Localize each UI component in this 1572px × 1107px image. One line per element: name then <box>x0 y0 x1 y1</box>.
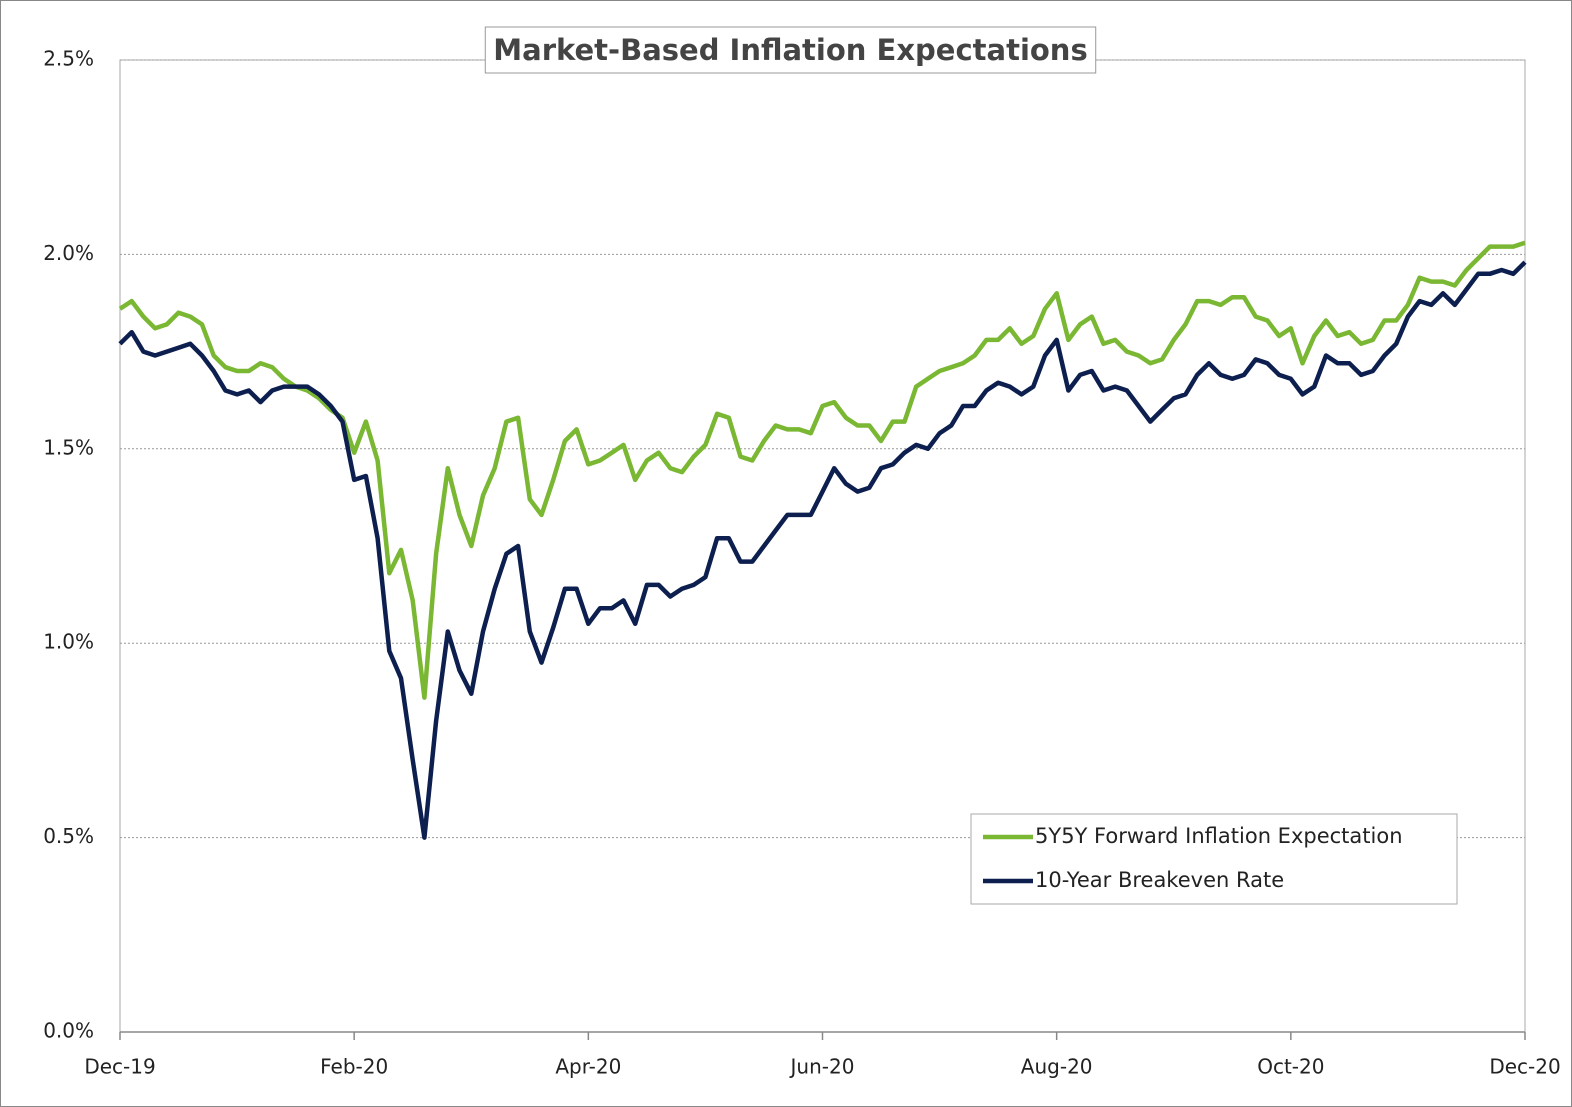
x-tick-label: Jun-20 <box>789 1055 855 1079</box>
x-tick-label: Dec-20 <box>1489 1055 1560 1079</box>
y-tick-label: 2.5% <box>43 47 94 71</box>
x-tick-label: Aug-20 <box>1021 1055 1093 1079</box>
y-tick-label: 0.5% <box>43 824 94 848</box>
chart-title: Market-Based Inflation Expectations <box>493 33 1087 67</box>
y-tick-label: 1.5% <box>43 435 94 459</box>
series-line <box>118 260 1527 840</box>
y-tick-label: 1.0% <box>43 630 94 654</box>
x-tick-label: Dec-19 <box>84 1055 155 1079</box>
legend-box <box>970 813 1458 905</box>
legend-label: 5Y5Y Forward Inflation Expectation <box>1035 824 1403 848</box>
x-tick-label: Feb-20 <box>320 1055 388 1079</box>
x-tick-label: Apr-20 <box>555 1055 621 1079</box>
title-box <box>484 26 1097 74</box>
y-tick-label: 2.0% <box>43 241 94 265</box>
legend-label: 10-Year Breakeven Rate <box>1035 868 1284 892</box>
x-tick-label: Oct-20 <box>1257 1055 1324 1079</box>
series-line <box>118 240 1526 700</box>
y-tick-label: 0.0% <box>43 1019 94 1043</box>
